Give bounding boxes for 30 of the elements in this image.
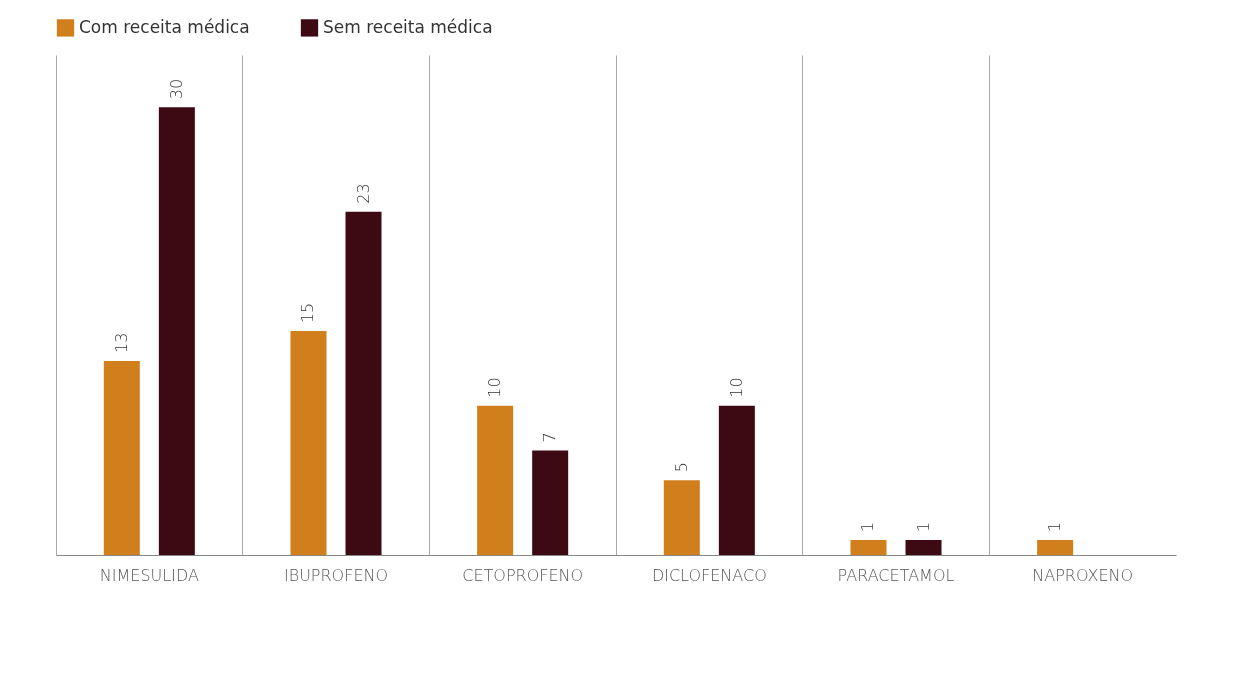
data-label: 10 (485, 377, 505, 398)
x-tick-label: NIMESULIDA (99, 565, 199, 585)
data-label: 13 (111, 332, 131, 353)
bar (905, 540, 942, 555)
bar (850, 540, 887, 555)
bar (345, 211, 382, 555)
data-label: 30 (166, 78, 186, 100)
bar (290, 331, 327, 555)
data-label: 1 (913, 521, 933, 533)
data-label: 7 (540, 432, 560, 443)
x-tick-label: IBUPROFENO (283, 565, 389, 585)
legend-label: Sem receita médica (323, 16, 493, 37)
data-label: 23 (353, 183, 373, 204)
x-tick-label: PARACETAMOL (837, 565, 955, 585)
x-tick-label: DICLOFENACO (651, 565, 767, 585)
bar (158, 107, 195, 555)
x-tick-label: CETOPROFENO (462, 565, 584, 585)
bar (1037, 540, 1074, 555)
data-label: 15 (298, 302, 318, 324)
bar (718, 405, 755, 555)
data-label: 5 (671, 462, 691, 473)
bar (663, 480, 700, 555)
bar (477, 405, 514, 555)
x-tick-label: NAPROXENO (1032, 565, 1134, 585)
data-label: 1 (858, 521, 878, 533)
data-label: 1 (1045, 521, 1065, 533)
bar (103, 360, 140, 555)
bar (532, 450, 569, 555)
data-label: 10 (726, 377, 746, 398)
legend-label: Com receita médica (79, 16, 250, 37)
